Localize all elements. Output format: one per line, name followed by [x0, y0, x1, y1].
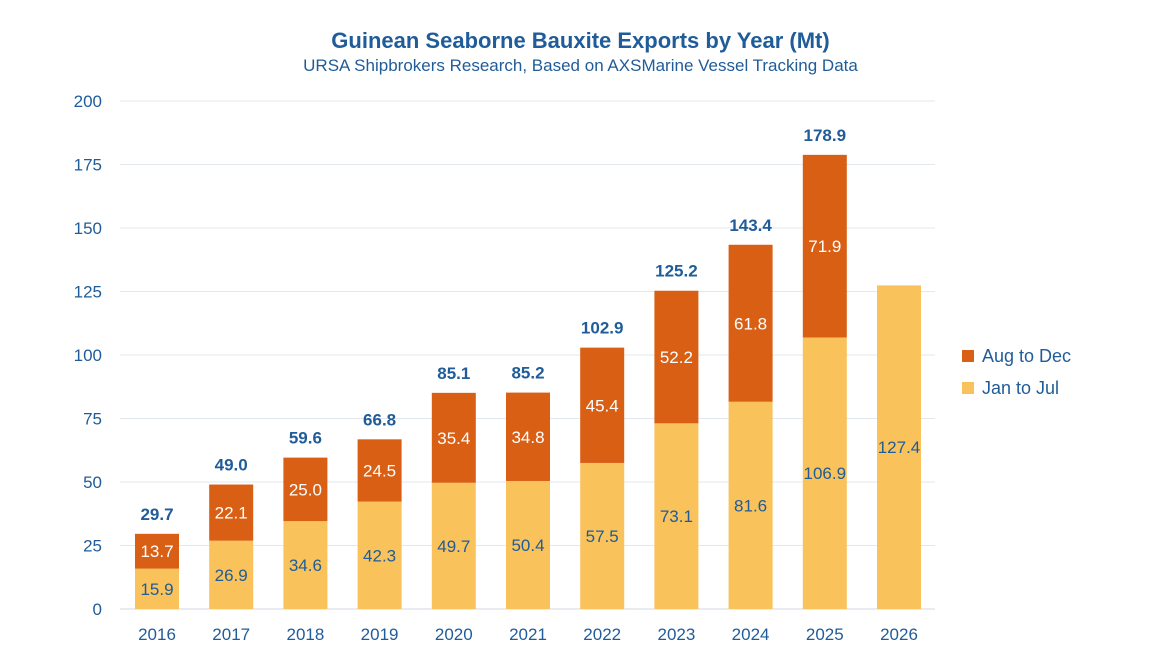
bar-aug-dec — [135, 533, 179, 569]
data-label-aug-dec: 24.5 — [363, 461, 396, 480]
total-label: 59.6 — [289, 429, 322, 448]
y-tick-label: 75 — [83, 410, 102, 429]
x-tick-label: 2023 — [657, 625, 695, 644]
bar-aug-dec — [802, 154, 847, 338]
bar-jan-jul — [654, 423, 699, 609]
data-label-jan-jul: 73.1 — [660, 507, 693, 526]
y-tick-label: 200 — [74, 92, 102, 111]
total-label: 66.8 — [363, 410, 396, 429]
bar-jan-jul — [728, 401, 773, 609]
data-label-aug-dec: 34.8 — [511, 428, 544, 447]
bar-aug-dec — [580, 347, 625, 463]
data-label-aug-dec: 13.7 — [140, 542, 173, 561]
y-tick-label: 175 — [74, 156, 102, 175]
legend-swatch-aug-dec — [962, 350, 974, 362]
data-label-jan-jul: 57.5 — [586, 527, 619, 546]
data-label-jan-jul: 26.9 — [215, 566, 248, 585]
data-label-aug-dec: 61.8 — [734, 314, 767, 333]
total-label: 29.7 — [140, 505, 173, 524]
bar-jan-jul — [135, 568, 179, 609]
y-tick-label: 50 — [83, 473, 102, 492]
data-label-jan-jul: 50.4 — [511, 536, 544, 555]
x-tick-label: 2021 — [509, 625, 547, 644]
chart-legend: Aug to Dec Jan to Jul — [962, 340, 1071, 404]
legend-label-jan-jul: Jan to Jul — [982, 377, 1060, 398]
x-tick-label: 2016 — [138, 625, 176, 644]
bar-jan-jul — [209, 540, 254, 609]
bar-aug-dec — [506, 392, 550, 481]
bar-aug-dec — [654, 290, 699, 424]
chart-subtitle: URSA Shipbrokers Research, Based on AXSM… — [303, 56, 858, 75]
x-tick-label: 2022 — [583, 625, 621, 644]
bar-jan-jul — [580, 462, 625, 609]
data-label-aug-dec: 71.9 — [808, 237, 841, 256]
bar-jan-jul — [283, 521, 328, 609]
data-label-jan-jul: 49.7 — [437, 537, 470, 556]
data-label-aug-dec: 22.1 — [215, 504, 248, 523]
x-tick-label: 2026 — [880, 625, 918, 644]
bar-aug-dec — [209, 484, 254, 541]
total-label: 178.9 — [804, 126, 847, 145]
total-label: 85.1 — [437, 364, 470, 383]
bar-aug-dec — [283, 457, 328, 522]
data-label-aug-dec: 52.2 — [660, 348, 693, 367]
x-tick-label: 2024 — [732, 625, 770, 644]
x-tick-label: 2020 — [435, 625, 473, 644]
total-label: 102.9 — [581, 319, 624, 338]
data-label-aug-dec: 25.0 — [289, 480, 322, 499]
total-label: 143.4 — [729, 216, 772, 235]
data-label-jan-jul: 42.3 — [363, 546, 396, 565]
legend-label-aug-dec: Aug to Dec — [982, 345, 1072, 366]
x-tick-label: 2017 — [212, 625, 250, 644]
y-tick-label: 125 — [74, 283, 102, 302]
data-label-aug-dec: 45.4 — [586, 396, 619, 415]
data-label-aug-dec: 35.4 — [437, 429, 470, 448]
data-label-jan-jul: 106.9 — [804, 464, 847, 483]
bar-jan-jul — [506, 480, 550, 609]
legend-item-jan-jul: Jan to Jul — [962, 372, 1071, 404]
x-tick-label: 2019 — [361, 625, 399, 644]
chart-title: Guinean Seaborne Bauxite Exports by Year… — [331, 28, 830, 53]
data-label-jan-jul: 127.4 — [878, 438, 921, 457]
legend-item-aug-dec: Aug to Dec — [962, 340, 1071, 372]
data-label-jan-jul: 15.9 — [140, 580, 173, 599]
bar-aug-dec — [431, 392, 476, 483]
total-label: 85.2 — [511, 364, 544, 383]
y-tick-label: 0 — [93, 600, 102, 619]
bar-aug-dec — [728, 244, 773, 402]
data-label-jan-jul: 81.6 — [734, 496, 767, 515]
bar-jan-jul — [357, 501, 402, 609]
y-tick-label: 25 — [83, 537, 102, 556]
legend-swatch-jan-jul — [962, 382, 974, 394]
data-label-jan-jul: 34.6 — [289, 556, 322, 575]
bar-aug-dec — [357, 439, 402, 502]
bar-jan-jul — [877, 285, 921, 609]
bar-jan-jul — [431, 482, 476, 609]
x-tick-label: 2018 — [286, 625, 324, 644]
y-tick-label: 150 — [74, 219, 102, 238]
total-label: 49.0 — [215, 456, 248, 475]
x-tick-label: 2025 — [806, 625, 844, 644]
total-label: 125.2 — [655, 262, 698, 281]
bar-jan-jul — [802, 337, 847, 609]
y-tick-label: 100 — [74, 346, 102, 365]
